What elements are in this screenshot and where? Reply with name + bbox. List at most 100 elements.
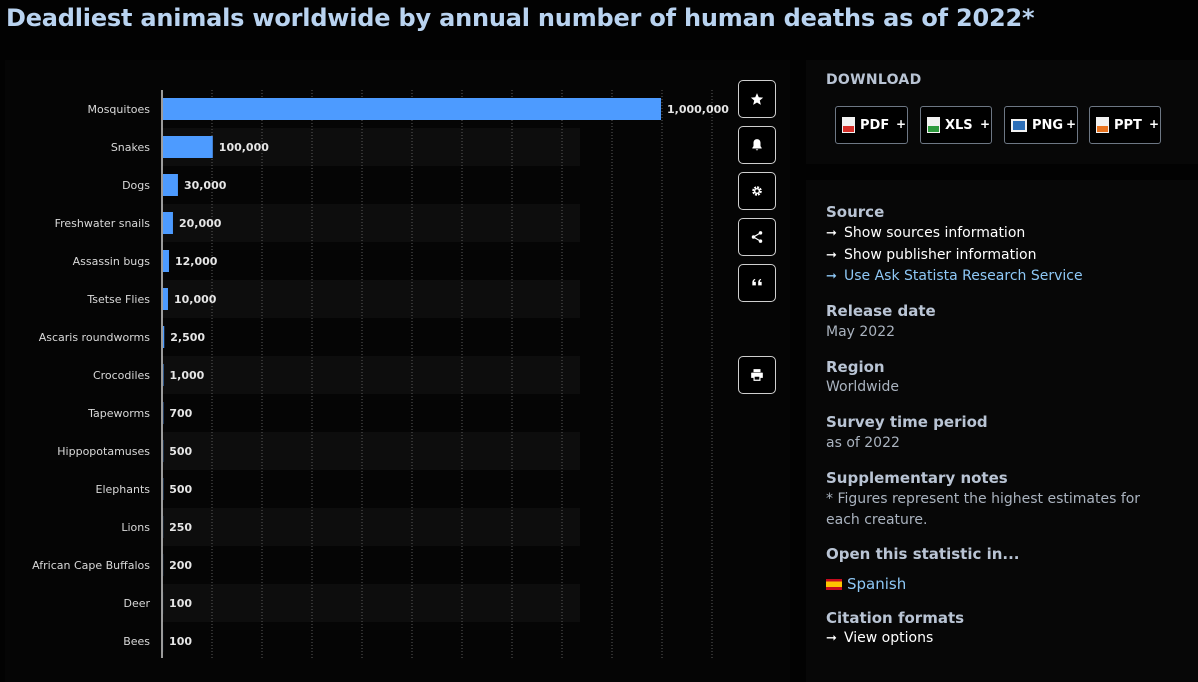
share-icon: [751, 231, 763, 243]
arrow-right-icon: ➞: [826, 248, 837, 263]
settings-button[interactable]: [738, 172, 776, 210]
data-label: 10,000: [174, 293, 217, 306]
download-png-button[interactable]: PNG +: [1004, 106, 1078, 144]
open-in-spanish-link[interactable]: Spanish: [826, 575, 906, 593]
favorite-button[interactable]: [738, 80, 776, 118]
data-label: 100: [169, 597, 192, 610]
chart-panel: Mosquitoes 1,000,000 Snakes 100,000 Dogs 30,0…: [5, 60, 790, 682]
row-band: [162, 584, 580, 622]
ppt-file-icon: [1096, 117, 1109, 133]
category-label: Ascaris roundworms: [39, 331, 151, 344]
bar: [163, 288, 168, 310]
category-label: African Cape Buffalos: [32, 559, 150, 572]
cite-button[interactable]: [738, 264, 776, 302]
xls-file-icon: [927, 117, 940, 133]
data-label: 100,000: [219, 141, 269, 154]
row-band: [162, 204, 580, 242]
research-service-label: Use Ask Statista Research Service: [844, 268, 1083, 284]
download-title: DOWNLOAD: [826, 72, 922, 88]
print-button[interactable]: [738, 356, 776, 394]
download-pdf-label: PDF: [860, 117, 890, 133]
category-label: Tapeworms: [87, 407, 150, 420]
data-label: 1,000,000: [667, 103, 729, 116]
view-options-link[interactable]: ➞ View options: [826, 630, 933, 646]
show-sources-link[interactable]: ➞ Show sources information: [826, 225, 1025, 241]
open-in-spanish-label: Spanish: [847, 575, 907, 593]
category-label: Freshwater snails: [55, 217, 151, 230]
release-date-value: May 2022: [826, 324, 896, 340]
download-xls-button[interactable]: XLS +: [920, 106, 992, 144]
supplementary-notes-value: * Figures represent the highest estimate…: [826, 491, 1141, 528]
data-label: 2,500: [170, 331, 205, 344]
star-icon: [750, 93, 764, 105]
data-label: 250: [169, 521, 192, 534]
category-label: Snakes: [111, 141, 150, 154]
download-ppt-label: PPT: [1114, 117, 1142, 133]
gear-icon: [752, 186, 762, 196]
data-label: 20,000: [179, 217, 222, 230]
category-label: Dogs: [122, 179, 150, 192]
supplementary-notes-heading: Supplementary notes: [826, 469, 1008, 487]
bell-icon: [752, 139, 762, 151]
download-xls-plus: +: [979, 117, 990, 131]
region-heading: Region: [826, 358, 885, 376]
bar: [163, 326, 165, 348]
download-ppt-plus: +: [1148, 117, 1159, 131]
info-panel: Source ➞ Show sources information ➞ Show p…: [806, 180, 1198, 682]
download-ppt-button[interactable]: PPT +: [1089, 106, 1161, 144]
category-label: Hippopotamuses: [57, 445, 150, 458]
share-button[interactable]: [738, 218, 776, 256]
bar: [163, 250, 169, 272]
show-sources-label: Show sources information: [844, 225, 1026, 241]
data-label: 1,000: [169, 369, 204, 382]
category-label: Crocodiles: [93, 369, 150, 382]
notification-button[interactable]: [738, 126, 776, 164]
row-band: [162, 432, 580, 470]
source-heading: Source: [826, 203, 885, 221]
bar-chart: Mosquitoes 1,000,000 Snakes 100,000 Dogs 30,0…: [32, 90, 729, 658]
row-band: [162, 128, 580, 166]
data-label: 100: [169, 635, 192, 648]
data-label: 700: [169, 407, 192, 420]
open-statistic-heading: Open this statistic in...: [826, 545, 1020, 563]
quote-icon: [752, 278, 762, 286]
arrow-right-icon: ➞: [826, 226, 837, 241]
data-label: 500: [169, 445, 192, 458]
category-label: Bees: [123, 635, 150, 648]
download-pdf-button[interactable]: PDF +: [835, 106, 908, 144]
data-label: 12,000: [175, 255, 218, 268]
download-xls-label: XLS: [945, 117, 973, 133]
category-label: Deer: [123, 597, 150, 610]
png-image-icon: [1011, 118, 1027, 132]
category-label: Elephants: [96, 483, 151, 496]
category-label: Tsetse Flies: [86, 293, 150, 306]
survey-period-value: as of 2022: [826, 435, 900, 451]
download-png-plus: +: [1065, 117, 1076, 131]
show-publisher-label: Show publisher information: [844, 247, 1037, 263]
data-label: 500: [169, 483, 192, 496]
row-band: [162, 280, 580, 318]
category-label: Mosquitoes: [87, 103, 150, 116]
bar: [163, 174, 178, 196]
pdf-file-icon: [842, 117, 855, 133]
view-options-label: View options: [844, 630, 934, 646]
data-label: 30,000: [184, 179, 227, 192]
arrow-right-icon: ➞: [826, 269, 837, 284]
download-png-label: PNG: [1032, 117, 1064, 133]
release-date-heading: Release date: [826, 302, 936, 320]
category-label: Lions: [121, 521, 150, 534]
region-value: Worldwide: [826, 379, 899, 395]
arrow-right-icon: ➞: [826, 631, 837, 646]
survey-period-heading: Survey time period: [826, 413, 988, 431]
row-band: [162, 508, 580, 546]
spain-flag-icon: [826, 579, 842, 590]
bar: [163, 98, 661, 120]
show-publisher-link[interactable]: ➞ Show publisher information: [826, 247, 1036, 263]
page-title: Deadliest animals worldwide by annual nu…: [6, 4, 1035, 32]
download-panel: DOWNLOAD PDF + XLS + PNG + PPT +: [806, 60, 1198, 164]
row-band: [162, 356, 580, 394]
bar: [163, 212, 173, 234]
research-service-link[interactable]: ➞ Use Ask Statista Research Service: [826, 268, 1083, 284]
bar: [163, 136, 213, 158]
data-label: 200: [169, 559, 192, 572]
